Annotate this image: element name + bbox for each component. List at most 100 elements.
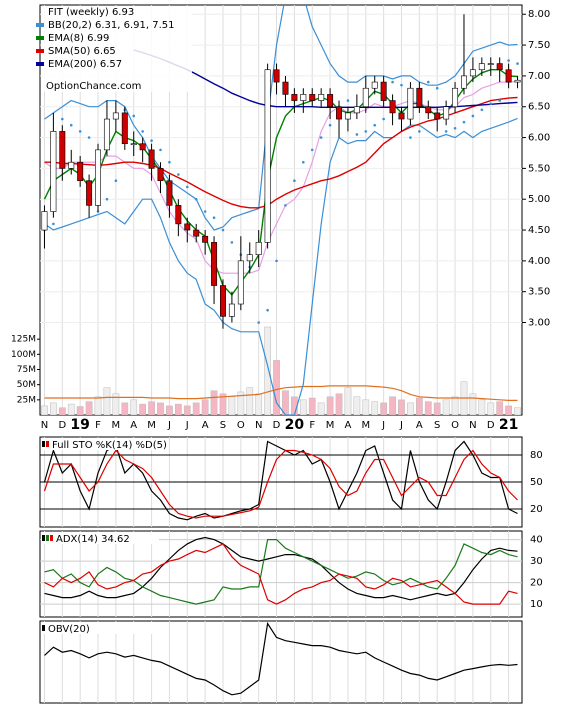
x-tick-label: F — [95, 420, 101, 431]
x-tick-label: N — [41, 420, 48, 431]
candle-body — [371, 81, 378, 89]
volume-bar — [362, 399, 370, 415]
volume-bar — [514, 407, 521, 415]
panel-plot — [44, 621, 518, 696]
volume-bar — [41, 405, 48, 415]
volume-bar — [139, 403, 147, 415]
legend-swatch — [36, 36, 44, 40]
volume-bar — [308, 397, 316, 415]
sar-dot — [168, 160, 171, 164]
x-tick-label: A — [130, 420, 137, 431]
panel-title: OBV(20) — [48, 624, 90, 635]
candle-body — [416, 87, 423, 108]
indicator-line — [44, 621, 518, 696]
x-tick-label: O — [237, 420, 245, 431]
sar-dot — [310, 148, 314, 152]
panel-plot — [40, 5, 522, 415]
volume-bar — [174, 403, 182, 415]
sar-dot — [382, 117, 385, 121]
sar-dot — [177, 173, 180, 176]
candle-body — [157, 168, 164, 182]
volume-bar — [121, 402, 129, 415]
candle-body — [478, 63, 485, 71]
indicator-line — [43, 449, 518, 519]
y-tick-label: 50 — [530, 477, 543, 488]
candle-body — [255, 242, 262, 255]
candle-body — [148, 149, 155, 169]
x-tick-label: A — [345, 420, 352, 431]
sar-dot — [194, 197, 198, 201]
volume-bar — [192, 402, 200, 415]
legend-swatch — [36, 49, 44, 53]
volume-bar — [183, 405, 191, 415]
title-swatch — [46, 441, 49, 447]
candle-body — [202, 235, 209, 243]
volume-tick-label: 125M — [11, 335, 36, 345]
candle-body — [95, 149, 101, 206]
sar-dot — [159, 148, 162, 152]
panel-plot — [40, 440, 522, 521]
legend-label: EMA(8) 6.99 — [48, 33, 109, 44]
candle-body — [496, 63, 503, 71]
x-tick-label: D — [58, 420, 66, 431]
sar-dot — [471, 114, 475, 118]
candle-body — [237, 260, 244, 305]
sar-dot — [185, 185, 189, 189]
legend-label: BB(20,2) 6.31, 6.91, 7.51 — [48, 20, 174, 31]
y-tick-label: 40 — [530, 535, 543, 546]
y-tick-label: 4.50 — [528, 225, 550, 236]
sar-dot — [221, 228, 225, 232]
bb-lower — [44, 117, 518, 415]
candle-body — [264, 69, 271, 243]
volume-bar — [228, 396, 236, 415]
sar-dot — [212, 216, 216, 220]
candle-body — [398, 112, 405, 120]
x-tick-label: 19 — [70, 417, 89, 433]
y-tick-label: 7.50 — [528, 40, 550, 51]
volume-bar — [112, 393, 120, 415]
panel-title-bg — [41, 438, 159, 450]
volume-bar — [505, 405, 512, 415]
candle-body — [452, 87, 459, 108]
panel-frame — [39, 530, 523, 618]
volume-tick-label: 100M — [11, 350, 36, 360]
y-tick-label: 3.50 — [528, 287, 550, 298]
candle-body — [425, 106, 432, 114]
volume-bar — [407, 402, 414, 415]
volume-bar — [415, 397, 423, 415]
x-tick-label: J — [381, 420, 385, 431]
volume-bar — [389, 396, 396, 415]
volume-bar — [67, 403, 75, 415]
volume-bar — [85, 401, 93, 415]
volume-bar — [246, 387, 254, 415]
candle-body — [344, 112, 351, 120]
candle-body — [353, 106, 360, 114]
sar-dot — [391, 80, 394, 84]
sar-dot — [426, 80, 430, 84]
candle-body — [273, 69, 280, 83]
candle-body — [461, 75, 467, 89]
sar-dot — [346, 99, 350, 102]
candle-body — [514, 79, 521, 83]
sar-dot — [418, 130, 421, 133]
candle-body — [443, 106, 450, 120]
legend-swatch — [36, 23, 44, 27]
candle-body — [121, 112, 128, 145]
volume-bar — [424, 401, 432, 415]
x-tick-label: D — [487, 420, 495, 431]
volume-tick-label: 75M — [17, 365, 36, 375]
candle-body — [220, 285, 226, 317]
panel-title: ADX(14) 34.62 — [56, 534, 130, 545]
chart-title: FIT (weekly) 6.93 — [48, 7, 134, 18]
volume-bar — [58, 407, 66, 415]
x-tick-label: A — [202, 420, 209, 431]
sar-dot — [319, 136, 323, 139]
volume-bar — [76, 406, 84, 415]
sar-dot — [105, 197, 109, 201]
candle-body — [166, 180, 173, 206]
candle-body — [112, 112, 119, 120]
candle-body — [487, 63, 494, 65]
panel-title-bg — [41, 622, 159, 634]
title-swatch — [42, 535, 45, 541]
